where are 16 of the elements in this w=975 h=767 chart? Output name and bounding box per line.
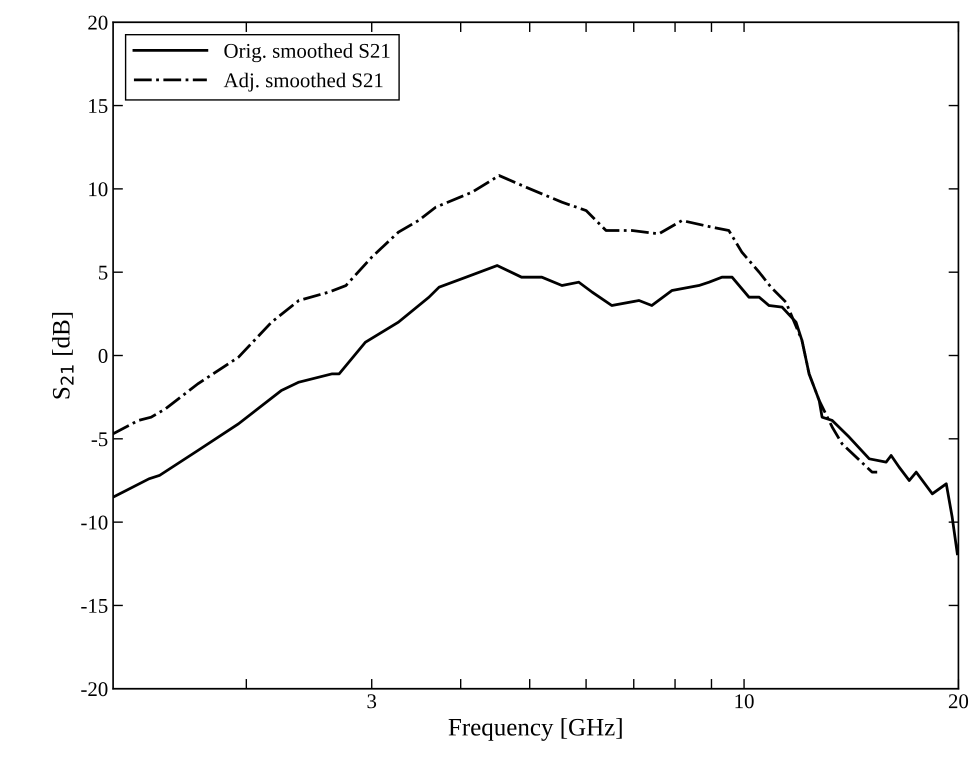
legend-label: Orig. smoothed S21: [224, 43, 390, 62]
y-tick-label: 0: [98, 348, 108, 363]
y-tick-label: -10: [81, 516, 108, 530]
y-tick-label: -5: [92, 432, 108, 446]
x-tick-label: 20: [948, 694, 968, 708]
y-tick-label: -20: [81, 682, 108, 696]
x-tick-label: 3: [368, 694, 376, 708]
y-tick-label: 5: [99, 266, 108, 280]
y-tick-label: -15: [81, 598, 108, 613]
y-tick-label: 10: [89, 182, 108, 196]
legend-label: Adj. smoothed S21: [224, 72, 383, 92]
y-tick-label: 15: [89, 99, 108, 113]
x-tick-label: 10: [735, 694, 754, 708]
y-tick-label: 20: [88, 16, 108, 30]
y-axis-title: S$_{21}$ [dB]: [52, 312, 74, 398]
x-axis-title: Frequency [GHz]: [448, 718, 622, 741]
